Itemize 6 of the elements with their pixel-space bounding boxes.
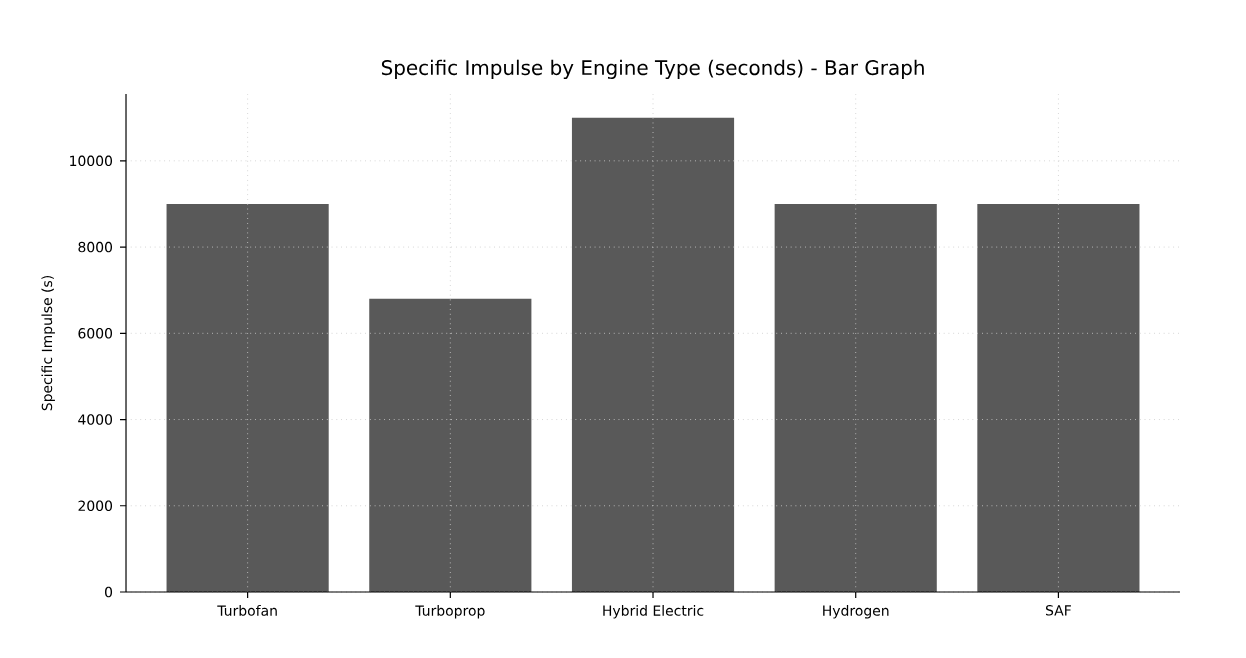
chart-title: Specific Impulse by Engine Type (seconds) - Bar Graph [381,59,924,80]
bar [774,203,937,592]
bar [166,203,329,592]
bar [571,117,735,592]
bar [369,298,532,592]
bar [977,203,1140,592]
